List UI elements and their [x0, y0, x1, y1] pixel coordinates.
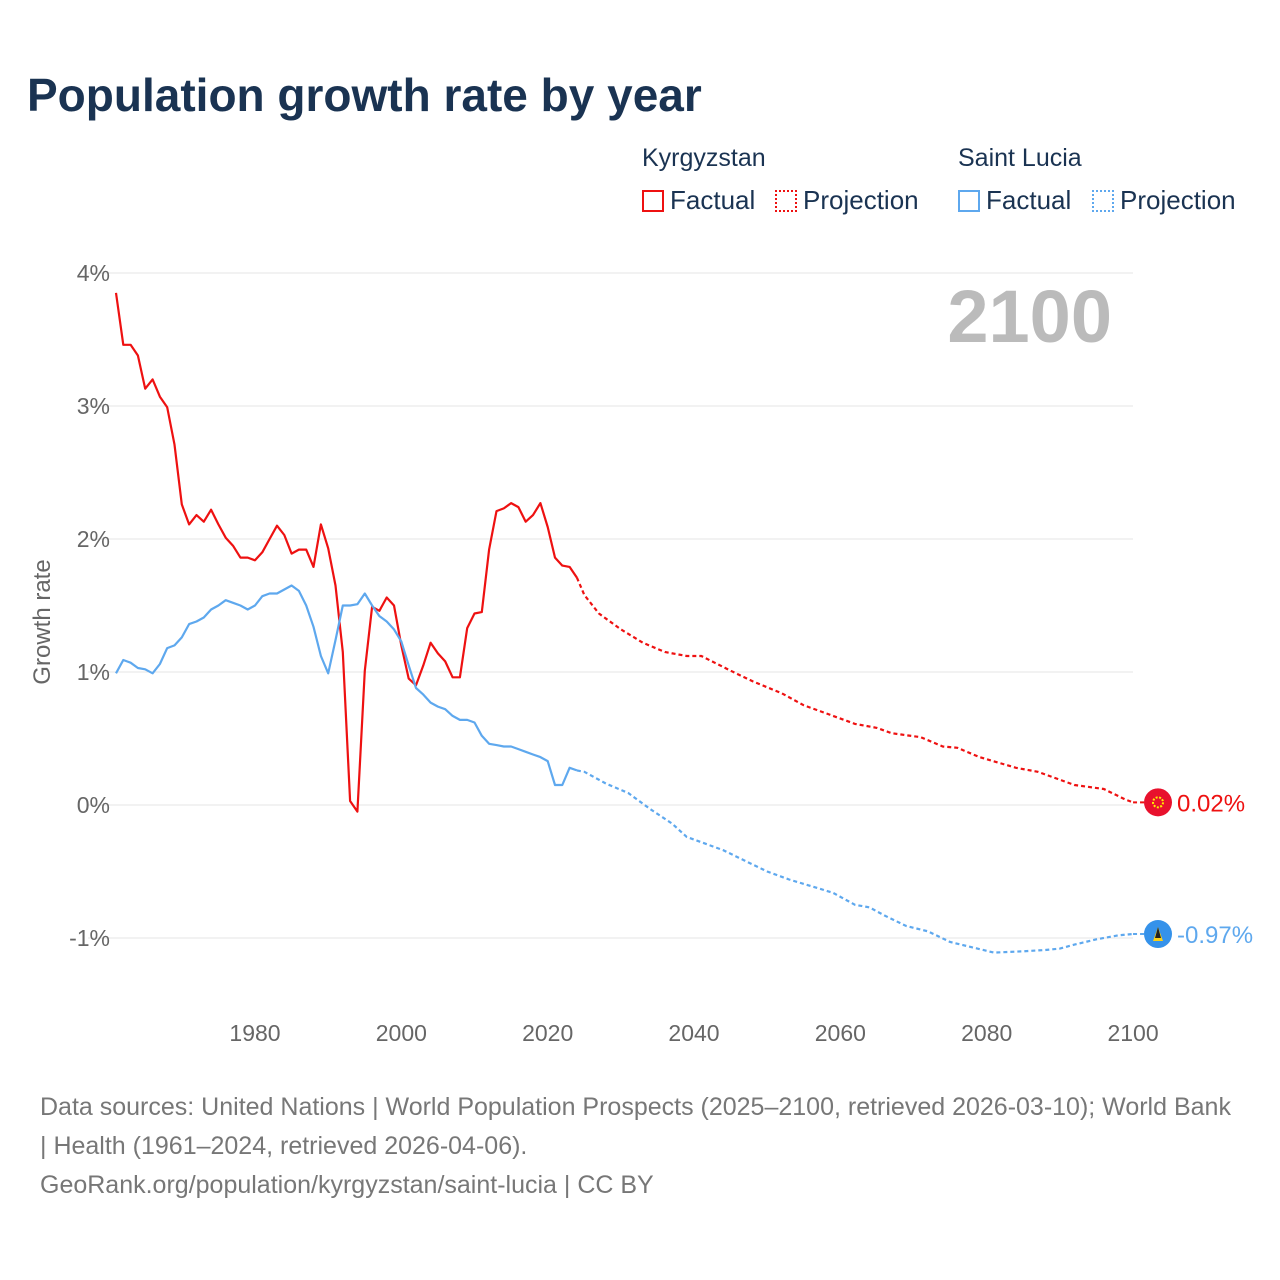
legend-kyrgyzstan-projection[interactable]: Projection: [775, 185, 919, 216]
series-projection-0: [575, 577, 1134, 804]
y-tick-label: 1%: [77, 659, 110, 685]
legend-label: Factual: [670, 185, 756, 215]
chart-title: Population growth rate by year: [27, 69, 702, 121]
kyrgyzstan-flag-icon: [1144, 788, 1172, 817]
x-tick-label: 2000: [376, 1020, 427, 1046]
x-tick-label: 2060: [815, 1020, 866, 1046]
legend-saint-lucia-projection[interactable]: Projection: [1092, 185, 1236, 216]
legend-label: Factual: [986, 185, 1072, 215]
x-tick-label: 2040: [668, 1020, 719, 1046]
legend-country-kyrgyzstan: Kyrgyzstan: [642, 144, 766, 172]
x-tick-label: 2100: [1107, 1020, 1158, 1046]
source-note: Data sources: United Nations | World Pop…: [40, 1088, 1240, 1205]
series-factual-0: [114, 292, 578, 813]
x-tick-label: 2020: [522, 1020, 573, 1046]
legend-kyrgyzstan-factual[interactable]: Factual: [642, 185, 755, 216]
legend-country-saint-lucia: Saint Lucia: [958, 144, 1082, 172]
y-tick-label: 0%: [77, 792, 110, 818]
series-projection-1: [576, 769, 1134, 954]
y-tick-label: 2%: [77, 526, 110, 552]
legend-swatch: [775, 189, 797, 212]
legend-saint-lucia-factual[interactable]: Factual: [958, 185, 1071, 216]
y-tick-label: -1%: [69, 925, 110, 951]
legend-label: Projection: [1120, 185, 1236, 215]
source-text: Data sources: United Nations | World Pop…: [40, 1093, 1231, 1160]
source-link[interactable]: GeoRank.org/population/kyrgyzstan/saint-…: [40, 1171, 654, 1199]
legend-swatch: [642, 189, 664, 212]
legend-swatch: [958, 189, 980, 212]
x-tick-label: 1980: [229, 1020, 280, 1046]
series-factual-1: [115, 584, 578, 787]
line-chart: 4% 3% 2% 1% 0% -1% 1980 2000 2020 2040 2060 2080 210…: [29, 260, 1253, 1046]
end-value-label: -0.97%: [1177, 922, 1253, 949]
x-tick-label: 2080: [961, 1020, 1012, 1046]
end-value-label: 0.02%: [1177, 790, 1245, 817]
y-tick-label: 4%: [77, 260, 110, 286]
year-indicator: 2100: [947, 275, 1112, 358]
legend-label: Projection: [803, 185, 919, 215]
y-tick-label: 3%: [77, 393, 110, 419]
legend-swatch: [1092, 189, 1114, 212]
saint-lucia-flag-icon: [1144, 920, 1172, 949]
y-axis-label: Growth rate: [29, 559, 56, 684]
